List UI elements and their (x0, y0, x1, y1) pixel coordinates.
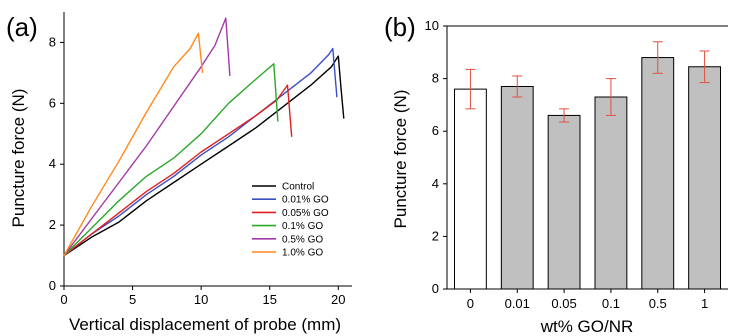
y-tick-label: 2 (432, 228, 439, 243)
x-tick-label: 10 (194, 292, 208, 307)
x-tick-label: 0.05 (551, 296, 576, 311)
panel-a-x-axis-title: Vertical displacement of probe (mm) (69, 315, 341, 334)
panel-a-line-chart: (a) 0 5 10 15 20 0 2 4 6 8 Control 0.01% GO 0.05% G… (6, 12, 352, 334)
y-tick-label: 8 (49, 34, 56, 49)
legend-entry: 0.5% GO (282, 234, 323, 245)
panel-b-ticks: 0 2 4 6 8 10 0 0.01 0.05 0.1 0.5 1 (425, 18, 709, 311)
bar-0.1 (594, 96, 628, 290)
y-tick-label: 10 (425, 18, 439, 33)
x-tick-label: 20 (331, 292, 345, 307)
bar-1 (688, 66, 722, 290)
bar-0 (453, 88, 487, 290)
series-line-control (63, 55, 345, 257)
bar-0.01 (500, 85, 534, 290)
panel-a-y-axis-title: Puncture force (N) (9, 89, 28, 228)
error-bar-0 (465, 68, 476, 110)
bar-0.5 (641, 57, 675, 290)
legend-entry: Control (282, 182, 314, 193)
panel-a-label: (a) (6, 12, 38, 42)
series-line-0-5-go (63, 17, 231, 257)
series-line-0-05-go (63, 84, 293, 257)
x-tick-label: 0.1 (602, 296, 620, 311)
panel-b-bars (453, 41, 722, 290)
x-tick-label: 0.5 (649, 296, 667, 311)
panel-b-bar-chart: (b) 0 2 4 6 8 10 0 0.01 0.05 0.1 0.5 1 wt% GO/NR Pu… (384, 12, 728, 336)
panel-b-label: (b) (384, 12, 416, 42)
legend-entry: 1.0% GO (282, 248, 323, 259)
panel-a-series (63, 17, 345, 257)
error-bar-0.05 (559, 108, 570, 123)
error-bar-0.1 (605, 78, 616, 116)
panel-b-y-axis-title: Puncture force (N) (391, 90, 410, 229)
x-tick-label: 0.01 (505, 296, 530, 311)
y-tick-label: 6 (432, 123, 439, 138)
legend-entry: 0.01% GO (282, 195, 329, 206)
y-tick-label: 6 (49, 95, 56, 110)
y-tick-label: 0 (432, 281, 439, 296)
y-tick-label: 4 (432, 176, 439, 191)
error-bar-1 (699, 50, 710, 84)
x-tick-label: 15 (262, 292, 276, 307)
legend-entry: 0.05% GO (282, 208, 329, 219)
panel-b-plot-area (446, 25, 728, 290)
y-tick-label: 8 (432, 71, 439, 86)
panel-a-ticks: 0 5 10 15 20 0 2 4 6 8 (49, 34, 346, 307)
x-tick-label: 0 (60, 292, 67, 307)
legend-entry: 0.1% GO (282, 221, 323, 232)
bar-0.05 (547, 114, 581, 290)
error-bar-0.01 (512, 75, 523, 98)
x-tick-label: 5 (129, 292, 136, 307)
y-tick-label: 0 (49, 278, 56, 293)
x-tick-label: 1 (701, 296, 708, 311)
y-tick-label: 4 (49, 156, 56, 171)
series-line-0-1-go (63, 63, 279, 257)
panel-a-legend: Control 0.01% GO 0.05% GO 0.1% GO 0.5% GO 1.0… (252, 182, 329, 259)
y-tick-label: 2 (49, 217, 56, 232)
panel-b-x-axis-title: wt% GO/NR (540, 317, 634, 336)
series-line-1-0-go (63, 32, 204, 256)
series-line-0-01-go (63, 47, 338, 257)
error-bar-0.5 (652, 41, 663, 74)
panel-a-plot-area (63, 12, 352, 287)
x-tick-label: 0 (467, 296, 474, 311)
